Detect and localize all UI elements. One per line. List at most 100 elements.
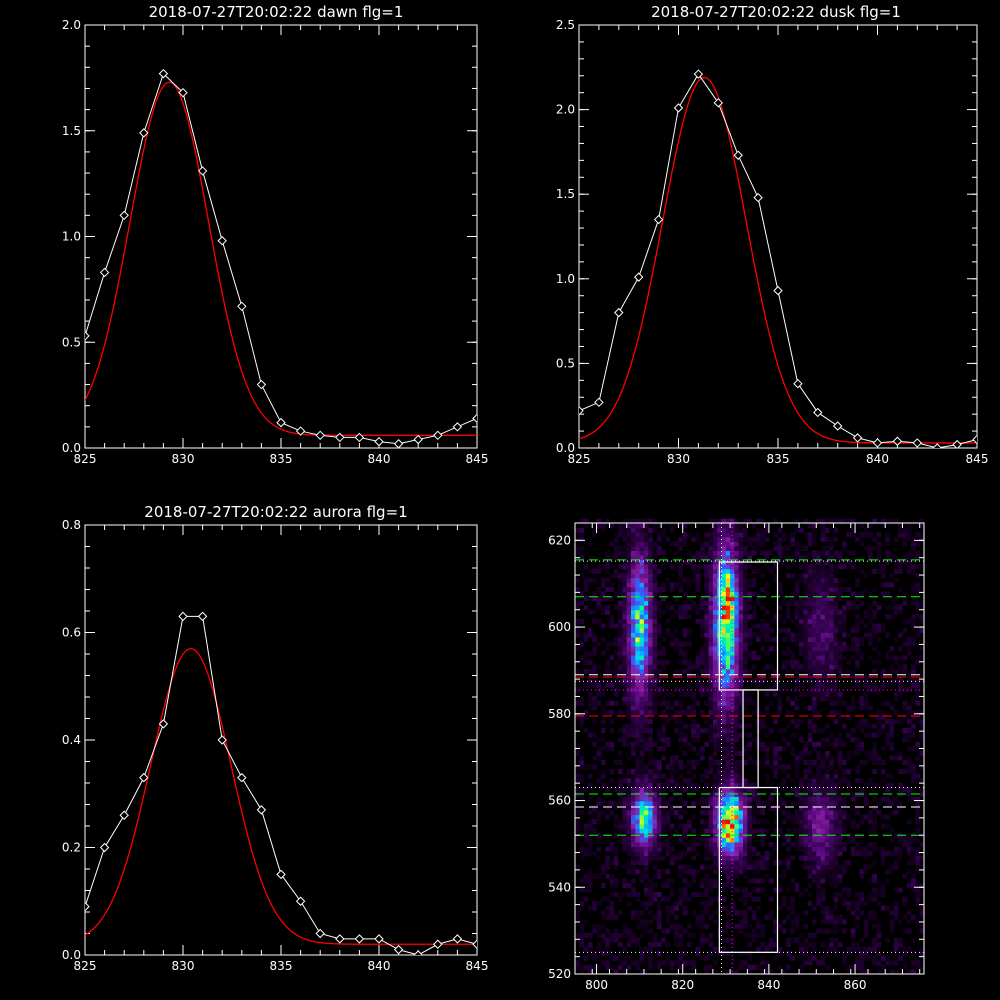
- heatmap-cell: [868, 955, 873, 961]
- heatmap-cell: [781, 764, 787, 770]
- heatmap-cell: [678, 719, 684, 724]
- heatmap-cell: [631, 536, 636, 542]
- heatmap-cell: [760, 860, 765, 866]
- heatmap-cell: [906, 760, 912, 765]
- heatmap-cell: [790, 673, 796, 679]
- heatmap-cell: [643, 564, 649, 570]
- heatmap-cell: [712, 573, 718, 579]
- heatmap-cell: [695, 760, 701, 765]
- heatmap-cell: [596, 682, 602, 688]
- heatmap-cell: [661, 896, 666, 902]
- heatmap-cell: [764, 860, 770, 866]
- heatmap-cell: [639, 760, 645, 765]
- heatmap-cell: [652, 678, 658, 683]
- heatmap-cell: [863, 791, 869, 797]
- heatmap-cell: [609, 587, 615, 592]
- data-point: [433, 939, 443, 949]
- heatmap-cell: [747, 541, 752, 547]
- heatmap-cell: [829, 869, 834, 875]
- heatmap-cell: [717, 773, 722, 779]
- heatmap-cell: [863, 678, 869, 683]
- heatmap-cell: [596, 942, 602, 948]
- heatmap-cell: [911, 769, 916, 775]
- heatmap-cell: [669, 523, 675, 529]
- heatmap-cell: [656, 760, 662, 765]
- heatmap-cell: [803, 609, 809, 615]
- heatmap-cell: [704, 842, 709, 847]
- heatmap-cell: [631, 855, 636, 861]
- heatmap-cell: [781, 801, 787, 806]
- heatmap-cell: [674, 855, 679, 861]
- heatmap-cell: [725, 746, 731, 752]
- heatmap-cell: [738, 641, 744, 647]
- heatmap-cell: [691, 873, 696, 879]
- heatmap-cell: [786, 846, 791, 852]
- heatmap-cell: [768, 728, 774, 734]
- heatmap-cell: [631, 623, 636, 629]
- heatmap-cell: [734, 732, 740, 738]
- heatmap-cell: [812, 919, 817, 925]
- data-point: [217, 735, 227, 745]
- heatmap-cell: [773, 741, 778, 747]
- heatmap-cell: [859, 869, 865, 875]
- heatmap-cell: [919, 760, 925, 765]
- heatmap-cell: [764, 942, 770, 948]
- heatmap-cell: [799, 892, 804, 897]
- heatmap-cell: [631, 637, 636, 643]
- heatmap-cell: [704, 741, 709, 747]
- heatmap-cell: [803, 664, 809, 670]
- heatmap-cell: [794, 801, 800, 806]
- heatmap-cell: [816, 632, 821, 638]
- heatmap-cell: [816, 518, 821, 524]
- heatmap-cell: [824, 928, 830, 934]
- heatmap-cell: [708, 764, 714, 770]
- heatmap-cell: [837, 623, 843, 629]
- heatmap-cell: [824, 632, 830, 638]
- heatmap-cell: [781, 664, 787, 670]
- heatmap-cell: [902, 946, 908, 952]
- heatmap-cell: [592, 527, 597, 533]
- heatmap-cell: [730, 755, 735, 761]
- heatmap-cell: [911, 587, 916, 592]
- heatmap-cell: [906, 837, 912, 843]
- heatmap-cell: [751, 796, 757, 802]
- x-tick-label: 830: [667, 452, 690, 466]
- heatmap-cell: [704, 577, 709, 583]
- heatmap-cell: [816, 687, 821, 693]
- heatmap-cell: [712, 855, 718, 861]
- heatmap-cell: [915, 532, 921, 538]
- heatmap-cell: [643, 855, 649, 861]
- heatmap-cell: [756, 518, 761, 524]
- heatmap-cell: [635, 828, 640, 834]
- heatmap-cell: [635, 782, 640, 788]
- heatmap-cell: [583, 823, 589, 829]
- heatmap-cell: [919, 564, 925, 570]
- heatmap-cell: [820, 668, 826, 674]
- heatmap-cell: [850, 819, 856, 825]
- heatmap-cell: [863, 969, 869, 975]
- heatmap-cell: [575, 910, 580, 916]
- heatmap-cell: [824, 623, 830, 629]
- heatmap-cell: [756, 632, 761, 638]
- heatmap-cell: [859, 964, 865, 970]
- heatmap-cell: [833, 773, 839, 779]
- heatmap-cell: [635, 910, 640, 916]
- heatmap-cell: [919, 532, 925, 538]
- heatmap-cell: [626, 559, 632, 565]
- heatmap-cell: [631, 814, 636, 820]
- heatmap-cell: [652, 851, 658, 857]
- heatmap-cell: [803, 559, 809, 565]
- heatmap-cell: [803, 960, 809, 966]
- heatmap-cell: [790, 896, 796, 902]
- heatmap-cell: [915, 964, 921, 970]
- heatmap-cell: [609, 860, 615, 866]
- heatmap-cell: [812, 700, 817, 706]
- heatmap-cell: [725, 577, 731, 583]
- heatmap-cell: [717, 709, 722, 715]
- heatmap-cell: [618, 632, 623, 638]
- heatmap-cell: [717, 719, 722, 724]
- heatmap-cell: [704, 969, 709, 975]
- heatmap-cell: [669, 810, 675, 816]
- heatmap-cell: [691, 773, 696, 779]
- heatmap-cell: [786, 828, 791, 834]
